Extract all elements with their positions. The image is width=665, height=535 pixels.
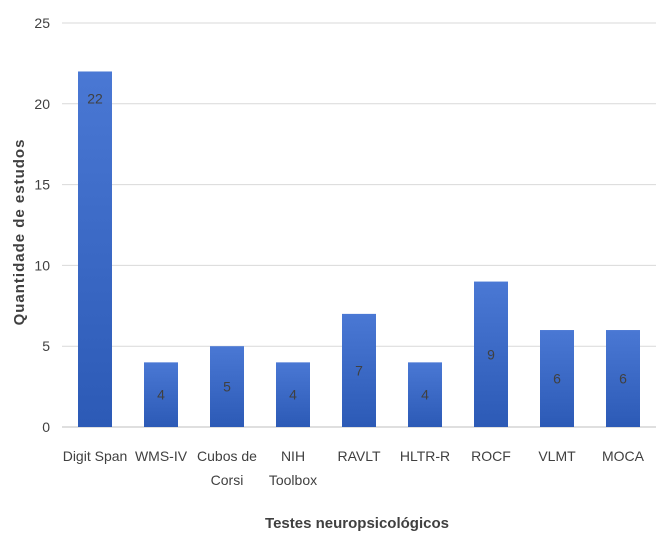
x-tick-label: Corsi	[211, 472, 244, 488]
data-label: 4	[157, 387, 165, 403]
data-label: 6	[553, 371, 561, 387]
bar	[342, 313, 376, 427]
data-label: 4	[289, 387, 297, 403]
data-label: 6	[619, 371, 627, 387]
bar	[210, 346, 244, 427]
data-label: 9	[487, 346, 495, 362]
x-tick-label: ROCF	[471, 448, 511, 464]
y-tick-label: 10	[34, 257, 50, 273]
y-tick-label: 5	[42, 338, 50, 354]
data-label: 7	[355, 362, 363, 378]
x-tick-label: RAVLT	[337, 448, 380, 464]
bar	[78, 71, 112, 427]
y-axis-title: Quantidade de estudos	[11, 139, 28, 326]
bar	[408, 362, 442, 427]
x-tick-label: Digit Span	[63, 448, 128, 464]
x-axis-title: Testes neuropsicológicos	[265, 515, 449, 532]
bar	[474, 281, 508, 427]
data-label: 5	[223, 379, 231, 395]
bar	[276, 362, 310, 427]
x-tick-label: Cubos de	[197, 448, 257, 464]
x-tick-label: VLMT	[538, 448, 576, 464]
data-label: 22	[87, 90, 103, 106]
y-tick-label: 25	[34, 15, 50, 31]
data-label: 4	[421, 387, 429, 403]
bars	[78, 71, 640, 427]
bar	[540, 330, 574, 427]
x-tick-label: WMS-IV	[135, 448, 188, 464]
x-axis: Digit Span WMS-IV Cubos de Corsi NIH Toolbox R…	[63, 448, 645, 488]
x-tick-label: Toolbox	[269, 472, 317, 488]
y-axis: 0 5 10 15 20 25	[34, 15, 50, 435]
bar	[144, 362, 178, 427]
x-tick-label: MOCA	[602, 448, 645, 464]
y-tick-label: 15	[34, 177, 50, 193]
data-labels: 22 4 5 4 7 4 9 6 6	[87, 90, 627, 402]
y-tick-label: 0	[42, 419, 50, 435]
bar	[606, 330, 640, 427]
x-tick-label: HLTR-R	[400, 448, 450, 464]
x-tick-label: NIH	[281, 448, 305, 464]
y-tick-label: 20	[34, 96, 50, 112]
